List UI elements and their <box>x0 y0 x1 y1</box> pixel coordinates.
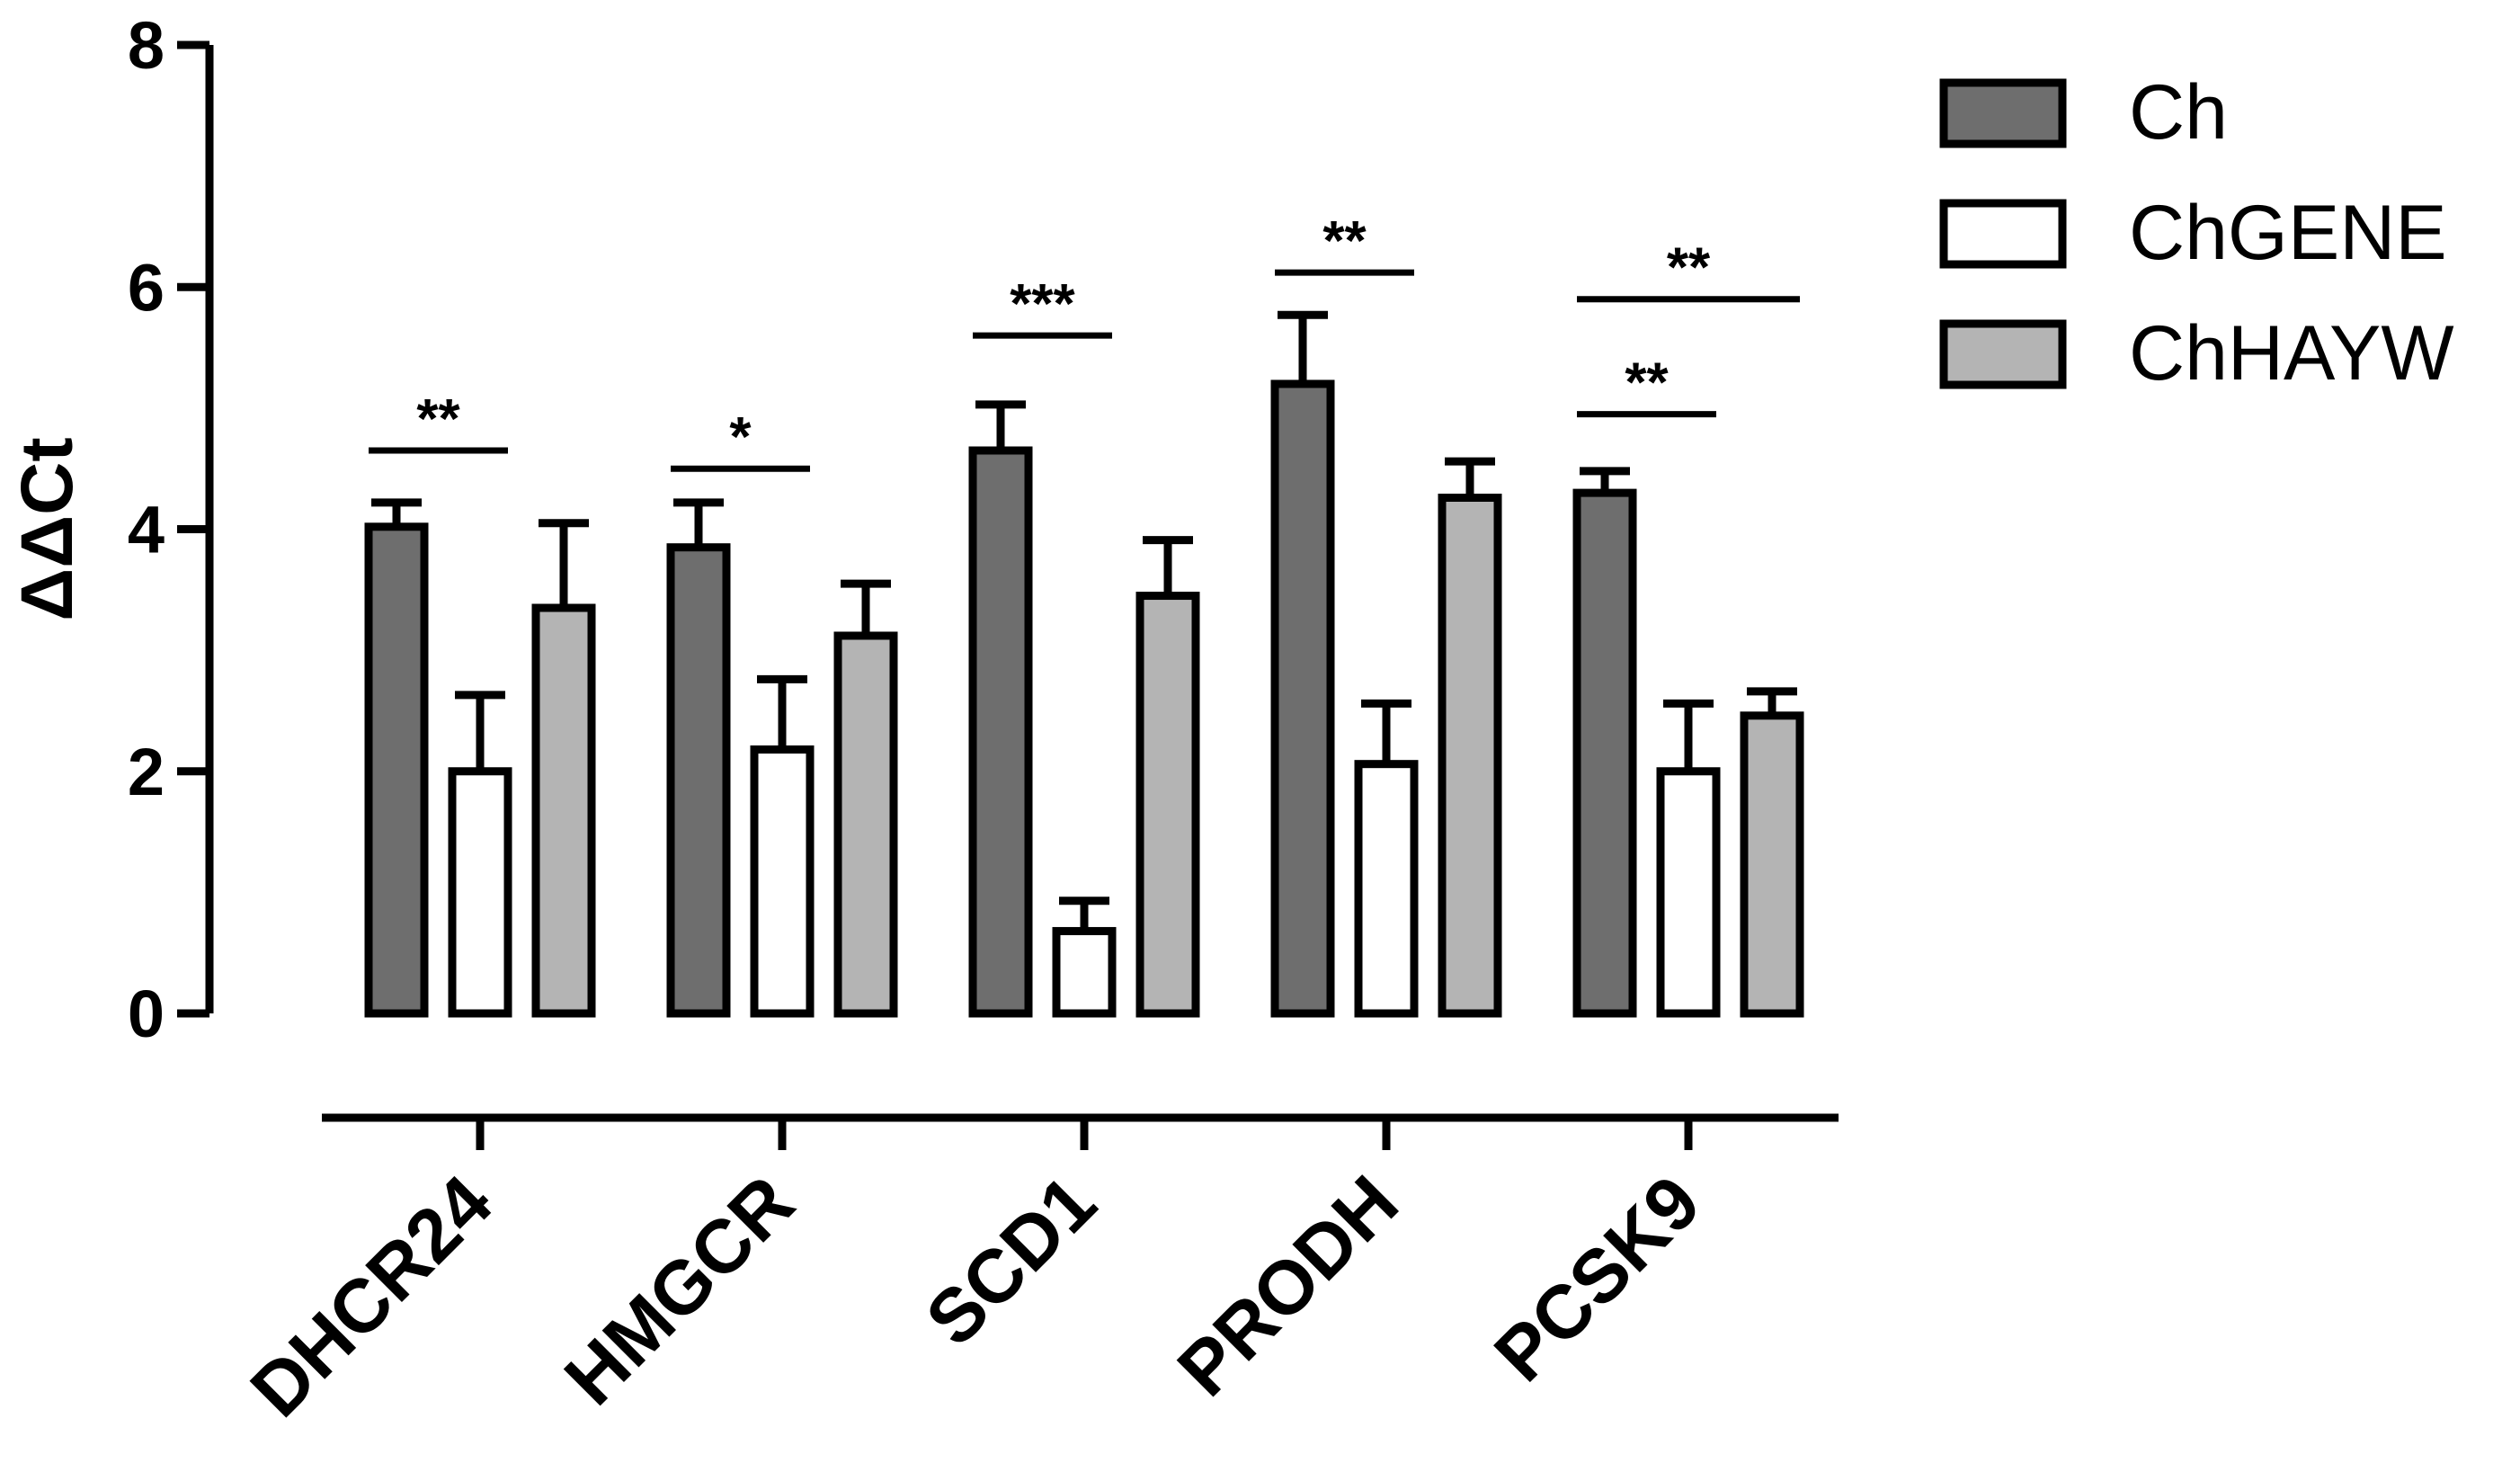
y-tick-label: 8 <box>128 8 165 83</box>
x-tick-label: PCSK9 <box>1478 1159 1716 1397</box>
significance-annotations: ** ********** <box>369 210 1800 472</box>
x-tick-label: DHCR24 <box>235 1159 508 1432</box>
x-tick-label: HMGCR <box>548 1159 810 1421</box>
bar <box>1656 767 1721 1018</box>
bar <box>1354 760 1419 1018</box>
legend-label: ChHAYW <box>2129 310 2454 397</box>
bar <box>1270 379 1335 1018</box>
legend-label: Ch <box>2129 69 2228 156</box>
bar <box>968 446 1033 1018</box>
bar <box>1740 711 1804 1018</box>
significance-label: ** <box>1322 210 1367 272</box>
significance-label: * <box>729 406 752 468</box>
y-tick-label: 4 <box>128 493 165 567</box>
bar <box>531 603 596 1018</box>
bar <box>1438 493 1502 1018</box>
bar <box>1052 926 1117 1018</box>
legend-label: ChGENE <box>2129 190 2447 276</box>
x-tick-label: SCD1 <box>910 1159 1112 1361</box>
bar <box>1572 488 1637 1018</box>
bar <box>750 745 815 1018</box>
bar <box>364 522 429 1018</box>
legend-swatch <box>1939 319 2067 389</box>
legend-swatch <box>1939 199 2067 269</box>
bar <box>833 631 898 1018</box>
y-tick-label: 6 <box>128 250 165 325</box>
significance-label: *** <box>1010 273 1075 335</box>
significance-label: ** <box>1667 237 1711 299</box>
significance-label: ** <box>416 388 460 451</box>
legend: Ch ChGENE ChHAYW <box>1939 69 2454 397</box>
x-tick-label: PRODH <box>1162 1159 1414 1412</box>
bar <box>1135 592 1200 1018</box>
y-axis-label: ΔΔCt <box>6 437 88 620</box>
bar <box>448 767 512 1018</box>
legend-swatch <box>1939 78 2067 148</box>
x-axis: DHCR24 HMGCR SCD1 PRODH PCSK9 <box>235 1113 1839 1432</box>
bar <box>666 543 731 1018</box>
y-tick-label: 0 <box>128 977 165 1051</box>
y-axis: 0 2 4 6 8 ΔΔCt <box>6 8 214 1051</box>
bars <box>364 310 1804 1018</box>
y-tick-label: 2 <box>128 735 165 809</box>
significance-label: ** <box>1625 352 1669 415</box>
